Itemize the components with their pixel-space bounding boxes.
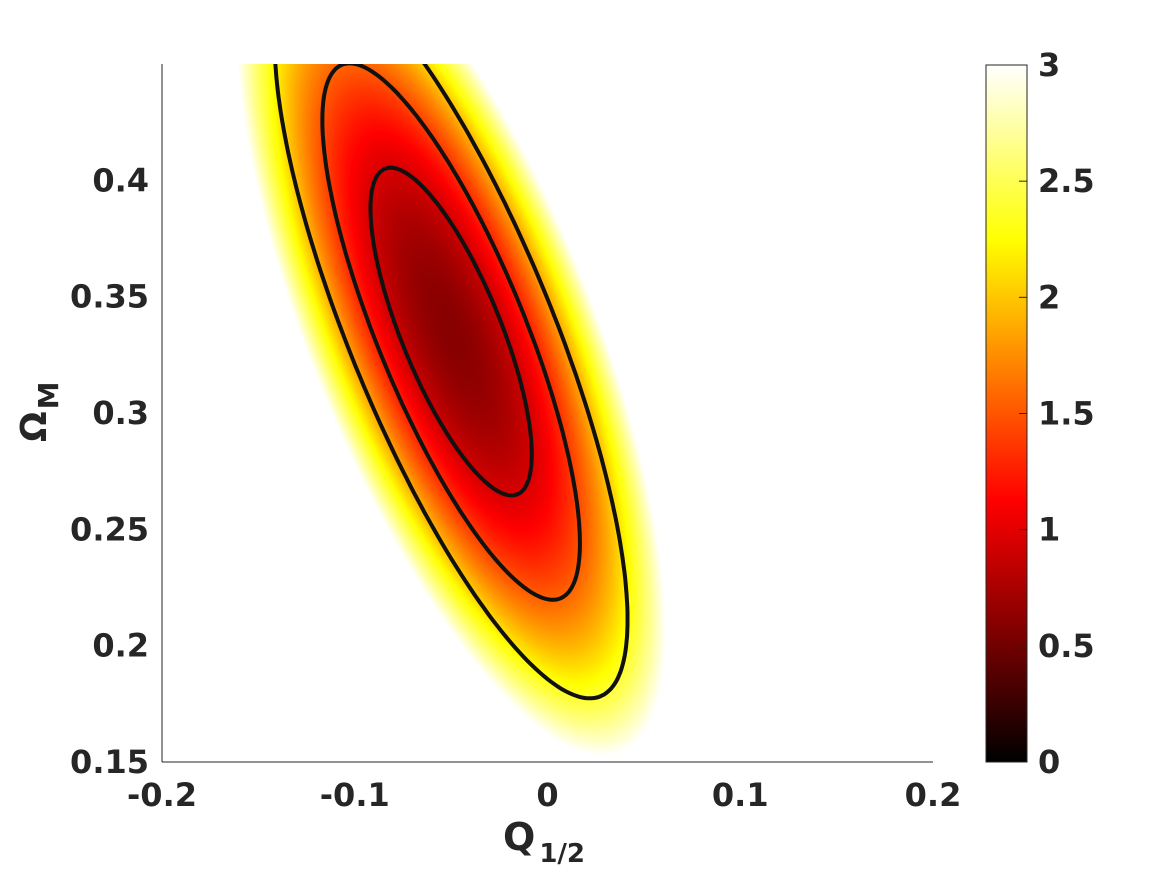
x-tick-labels: -0.2 -0.1 0 0.1 0.2: [127, 776, 961, 814]
plot-axes: [161, 64, 933, 763]
y-axis-label-sub: M: [32, 382, 65, 410]
colorbar-tick-label: 3: [1038, 46, 1060, 84]
y-tick-label: 0.35: [70, 278, 149, 316]
x-tick-label: -0.1: [320, 776, 390, 814]
y-tick-label: 0.4: [92, 161, 149, 199]
colorbar-tick-label: 0: [1038, 743, 1060, 781]
colorbar-tick-label: 1: [1038, 511, 1060, 549]
y-tick-labels: 0.15 0.2 0.25 0.3 0.35 0.4: [70, 161, 149, 781]
y-tick-label: 0.15: [70, 743, 149, 781]
colorbar-tick-label: 2: [1038, 278, 1060, 316]
colorbar-tick-label: 0.5: [1038, 627, 1095, 665]
contour-lines: [273, 64, 630, 701]
x-axis-label-sub: 1/2: [539, 839, 585, 869]
y-tick-label: 0.2: [92, 627, 149, 665]
contour-inner: [368, 165, 534, 498]
colorbar-tick-label: 2.5: [1038, 162, 1095, 200]
y-axis-label: ΩM: [14, 382, 65, 442]
x-tick-label: 0.2: [905, 776, 962, 814]
svg-text:Q1/2: Q 1/2: [503, 815, 585, 869]
colorbar: 0 0.5 1 1.5 2 2.5 3: [985, 46, 1095, 781]
x-tick-label: 0.1: [712, 776, 769, 814]
y-tick-label: 0.3: [92, 394, 149, 432]
contour-outer: [273, 64, 630, 701]
y-axis-label-main: Ω: [14, 411, 55, 442]
contour-middle: [320, 64, 582, 602]
colorbar-tick-labels: 0 0.5 1 1.5 2 2.5 3: [1019, 46, 1095, 781]
y-tick-label: 0.25: [70, 510, 149, 548]
x-axis-label-main: Q: [503, 815, 535, 859]
svg-text:ΩM: ΩM: [14, 382, 65, 442]
x-tick-label: 0: [536, 776, 558, 814]
x-axis-label: Q 1/2: [503, 815, 585, 869]
x-tick-label: -0.2: [127, 776, 197, 814]
heatmap-plot-area: -0.2 -0.1 0 0.1 0.2 0.15 0.2 0.25 0.3 0.35 0.4: [70, 64, 961, 814]
colorbar-tick-label: 1.5: [1038, 395, 1095, 433]
heatmap-surface: [162, 64, 933, 762]
